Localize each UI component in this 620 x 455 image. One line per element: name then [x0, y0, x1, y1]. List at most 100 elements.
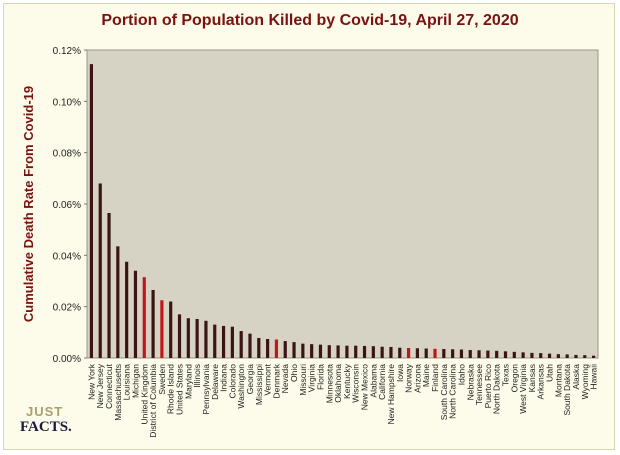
bar-iowa — [398, 347, 402, 358]
bar-sweden — [160, 300, 164, 358]
x-tick-label: Michigan — [130, 364, 140, 398]
x-tick-label: Oregon — [509, 364, 519, 393]
x-tick-label: Utah — [545, 364, 555, 382]
bar-mississippi — [257, 337, 261, 358]
x-tick-label: Massachusetts — [113, 364, 123, 421]
x-tick-label: New Jersey — [95, 363, 105, 408]
x-tick-label: Norway — [404, 363, 414, 393]
x-tick-label: Arkansas — [536, 364, 546, 399]
y-tick-label: 0.02% — [53, 303, 81, 314]
bar-washington — [239, 331, 243, 358]
x-tick-label: West Virginia — [518, 364, 528, 414]
bar-kansas — [530, 352, 534, 358]
y-tick-label: 0.12% — [53, 46, 81, 57]
bar-minnesota — [327, 345, 331, 358]
logo-top-text: JUST — [26, 404, 64, 419]
x-tick-label: Virginia — [307, 364, 317, 392]
x-tick-label: Indiana — [219, 364, 229, 392]
x-tick-label: Kansas — [527, 364, 537, 392]
bar-virginia — [310, 344, 314, 358]
bar-south-dakota — [565, 354, 569, 358]
x-tick-label: Tennessee — [474, 364, 484, 405]
y-tick-label: 0.00% — [53, 354, 81, 365]
x-tick-label: South Dakota — [562, 364, 572, 416]
bar-california — [380, 346, 384, 358]
x-tick-label: Puerto Rico — [483, 364, 493, 409]
bar-delaware — [213, 324, 217, 358]
bar-new-york — [89, 64, 94, 359]
x-tick-label: Ohio — [289, 364, 299, 382]
x-tick-label: Montana — [553, 364, 563, 397]
bar-south-carolina — [442, 349, 446, 358]
bar-maine — [424, 348, 428, 358]
bar-north-carolina — [451, 349, 455, 358]
bar-alaska — [574, 354, 578, 358]
x-tick-label: North Carolina — [448, 364, 458, 419]
bar-alabama — [371, 346, 375, 358]
x-tick-label: Maine — [421, 364, 431, 387]
bar-georgia — [248, 333, 252, 358]
chart-title: Portion of Population Killed by Covid-19… — [101, 12, 519, 29]
y-tick-label: 0.10% — [53, 97, 81, 108]
bar-kentucky — [345, 345, 349, 358]
bar-utah — [547, 353, 552, 358]
just-facts-logo: JUST FACTS. — [20, 404, 80, 444]
bar-oregon — [512, 351, 516, 358]
x-tick-label: Wyoming — [580, 364, 590, 400]
x-tick-label: Iowa — [395, 364, 405, 382]
logo-bottom-text: FACTS. — [20, 419, 72, 435]
bar-vermont — [266, 339, 270, 358]
x-tick-label: Louisiana — [122, 364, 132, 401]
x-tick-label: Idaho — [456, 364, 466, 386]
x-tick-label: Florida — [315, 364, 325, 390]
bar-denmark — [274, 339, 279, 358]
x-tick-label: Connecticut — [104, 363, 114, 409]
x-tick-label: Alaska — [571, 364, 581, 390]
bar-united-states — [177, 314, 182, 358]
x-tick-label: Oklahoma — [333, 364, 343, 403]
x-tick-label: Vermont — [263, 363, 273, 395]
bar-missouri — [301, 343, 305, 358]
bar-puerto-rico — [486, 350, 490, 358]
x-tick-label: Colorado — [227, 364, 237, 399]
bar-norway — [406, 347, 411, 358]
bar-new-jersey — [98, 183, 102, 358]
x-tick-label: Maryland — [183, 364, 193, 399]
bar-illinois — [195, 318, 199, 358]
x-tick-label: Texas — [500, 364, 510, 386]
bar-florida — [318, 344, 323, 358]
x-tick-label: Sweden — [157, 364, 167, 395]
bar-indiana — [221, 325, 226, 358]
bar-tennessee — [477, 350, 481, 358]
x-tick-label: North Dakota — [492, 364, 502, 414]
bar-connecticut — [107, 212, 111, 358]
bar-oklahoma — [336, 345, 340, 358]
x-tick-label: Rhode Island — [166, 364, 176, 414]
x-tick-label: Nebraska — [465, 364, 475, 401]
x-tick-label: South Carolina — [439, 364, 449, 421]
x-tick-label: Kentucky — [342, 363, 352, 399]
bar-wisconsin — [354, 345, 358, 358]
x-tick-label: New York — [86, 363, 96, 400]
plot-area — [86, 49, 599, 359]
y-axis-label: Cumulative Death Rate From Covid-19 — [21, 86, 36, 322]
x-tick-label: Denmark — [271, 363, 281, 398]
bar-united-kingdom — [142, 277, 146, 358]
y-tick-label: 0.08% — [53, 149, 81, 160]
bar-arizona — [415, 348, 419, 358]
bar-ohio — [292, 342, 296, 358]
bar-massachusetts — [116, 246, 120, 358]
x-tick-label: Georgia — [245, 364, 255, 395]
bar-hawaii — [591, 355, 596, 358]
bar-arkansas — [539, 353, 543, 358]
x-tick-label: Arizona — [412, 364, 422, 393]
bar-texas — [503, 351, 508, 358]
y-tick-label: 0.06% — [53, 200, 81, 211]
bar-finland — [433, 348, 437, 358]
bar-wyoming — [583, 355, 587, 358]
x-tick-label: Minnesota — [324, 364, 334, 403]
bar-michigan — [133, 270, 138, 358]
x-tick-label: Washington — [236, 364, 246, 409]
x-tick-label: New Mexico — [360, 364, 370, 411]
